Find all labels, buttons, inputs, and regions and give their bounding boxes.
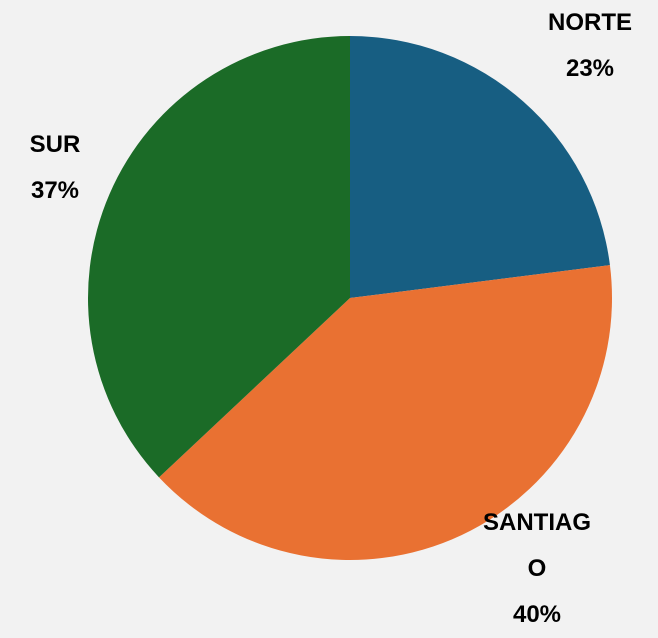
slice-label: SANTIAGO 40% [478, 500, 596, 638]
slice-label: SUR 37% [0, 122, 110, 214]
chart [88, 36, 613, 561]
pie-slice [350, 36, 610, 298]
slice-percent: 40% [512, 601, 562, 628]
pie-slice [159, 265, 613, 561]
slice-percent: 37% [30, 177, 80, 204]
pie-slice [88, 36, 351, 478]
slice-name: SUR [29, 131, 81, 158]
slice-label: NORTE 23% [530, 0, 650, 92]
slice-percent: 23% [565, 55, 615, 82]
slice-name: SANTIAGO [483, 509, 591, 582]
page: (() => { const data = JSON.parse(documen… [0, 0, 650, 628]
slice-name: NORTE [548, 9, 632, 36]
